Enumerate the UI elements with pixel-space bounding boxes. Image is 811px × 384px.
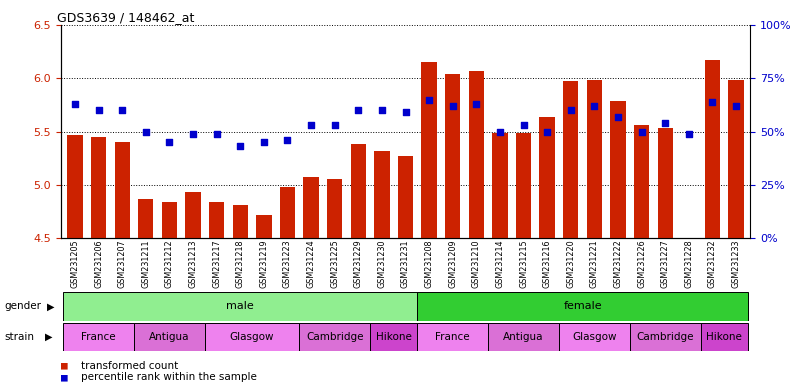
Point <box>116 107 129 113</box>
Text: male: male <box>226 301 254 311</box>
Point <box>328 122 341 128</box>
Bar <box>374 151 389 238</box>
Text: strain: strain <box>4 332 34 342</box>
Bar <box>398 156 413 238</box>
Text: France: France <box>81 332 116 342</box>
Bar <box>134 323 205 351</box>
Text: Glasgow: Glasgow <box>572 332 616 342</box>
Bar <box>701 323 748 351</box>
Point <box>423 96 436 103</box>
Text: France: France <box>436 332 470 342</box>
Point <box>588 103 601 109</box>
Bar <box>63 292 418 321</box>
Point <box>730 103 743 109</box>
Bar <box>488 323 559 351</box>
Bar <box>205 323 299 351</box>
Point <box>210 131 223 137</box>
Point <box>659 120 672 126</box>
Bar <box>209 202 225 238</box>
Point <box>257 139 270 145</box>
Bar <box>539 117 555 238</box>
Text: female: female <box>564 301 602 311</box>
Point <box>139 129 152 135</box>
Bar <box>114 142 130 238</box>
Bar <box>63 323 134 351</box>
Bar <box>161 202 177 238</box>
Bar <box>418 292 748 321</box>
Bar <box>186 192 200 238</box>
Bar <box>658 128 673 238</box>
Text: gender: gender <box>4 301 41 311</box>
Point <box>352 107 365 113</box>
Bar <box>299 323 370 351</box>
Text: Glasgow: Glasgow <box>230 332 274 342</box>
Text: Antigua: Antigua <box>149 332 190 342</box>
Text: ▶: ▶ <box>45 332 52 342</box>
Bar <box>611 101 625 238</box>
Point <box>305 122 318 128</box>
Text: transformed count: transformed count <box>81 361 178 371</box>
Text: ■: ■ <box>61 372 67 382</box>
Bar <box>728 80 744 238</box>
Text: ▶: ▶ <box>47 301 54 311</box>
Bar <box>256 215 272 238</box>
Point <box>541 129 554 135</box>
Point <box>706 99 719 105</box>
Point <box>399 109 412 116</box>
Point <box>517 122 530 128</box>
Bar <box>422 62 437 238</box>
Bar <box>303 177 319 238</box>
Bar <box>469 71 484 238</box>
Bar <box>445 74 461 238</box>
Point <box>470 101 483 107</box>
Point <box>234 143 247 149</box>
Bar <box>370 323 418 351</box>
Point <box>187 131 200 137</box>
Point <box>564 107 577 113</box>
Bar <box>492 132 508 238</box>
Text: GDS3639 / 148462_at: GDS3639 / 148462_at <box>58 11 195 24</box>
Bar <box>233 205 248 238</box>
Bar <box>516 132 531 238</box>
Text: Hikone: Hikone <box>375 332 412 342</box>
Bar <box>586 80 602 238</box>
Text: Antigua: Antigua <box>504 332 544 342</box>
Bar <box>634 125 650 238</box>
Text: Hikone: Hikone <box>706 332 742 342</box>
Bar <box>630 323 701 351</box>
Point <box>163 139 176 145</box>
Point <box>493 129 506 135</box>
Point <box>682 131 695 137</box>
Point <box>446 103 459 109</box>
Bar <box>559 323 630 351</box>
Bar <box>350 144 366 238</box>
Bar <box>418 323 488 351</box>
Bar <box>67 135 83 238</box>
Text: percentile rank within the sample: percentile rank within the sample <box>81 372 257 382</box>
Bar <box>91 137 106 238</box>
Point <box>375 107 388 113</box>
Bar <box>280 187 295 238</box>
Point <box>68 101 81 107</box>
Bar <box>563 81 578 238</box>
Bar <box>138 199 153 238</box>
Text: Cambridge: Cambridge <box>306 332 363 342</box>
Bar <box>681 238 697 245</box>
Text: ■: ■ <box>61 361 67 371</box>
Bar <box>327 179 342 238</box>
Point <box>92 107 105 113</box>
Bar <box>705 60 720 238</box>
Text: Cambridge: Cambridge <box>637 332 694 342</box>
Point <box>611 114 624 120</box>
Point <box>281 137 294 143</box>
Point <box>635 129 648 135</box>
